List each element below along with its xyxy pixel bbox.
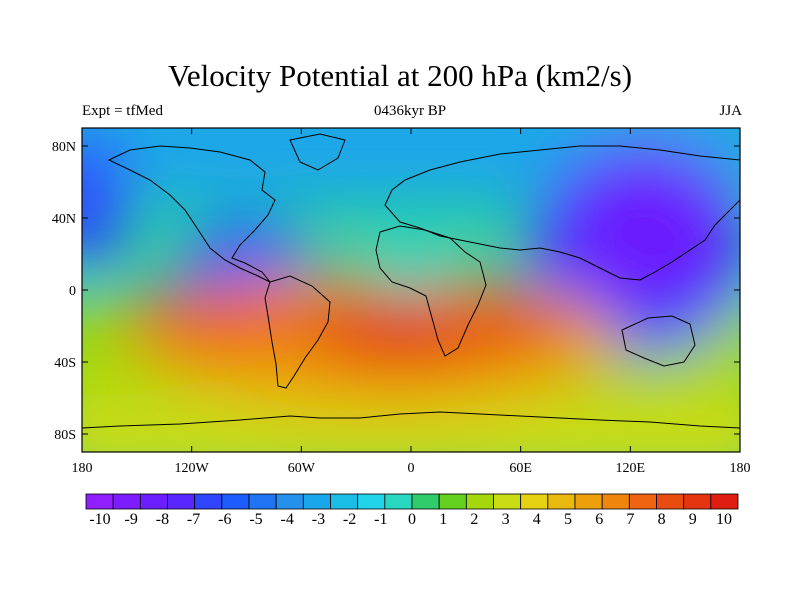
colorbar-label: -6 <box>218 511 231 528</box>
colorbar-swatch <box>656 493 685 510</box>
lat-tick-label: 80N <box>52 140 76 155</box>
colorbar-label: -2 <box>343 511 356 528</box>
colorbar-swatch <box>384 493 413 510</box>
lat-tick-label: 0 <box>69 284 76 299</box>
coastlines <box>82 133 740 429</box>
europe-asia-coast <box>384 145 740 281</box>
australia-coast <box>621 315 696 367</box>
colorbar-swatch <box>520 493 549 510</box>
longitude-axis: 180 120W 60W 0 60E 120E 180 <box>72 128 751 476</box>
lon-tick-label: 60W <box>288 461 316 476</box>
colorbar-swatch <box>357 493 386 510</box>
colorbar-swatch <box>710 493 739 510</box>
colorbar-swatch <box>547 493 576 510</box>
colorbar-label: -7 <box>187 511 200 528</box>
colorbar-label: -1 <box>374 511 387 528</box>
colorbar-label: 8 <box>658 511 666 528</box>
velocity-potential-field <box>82 128 740 452</box>
lon-tick-label: 0 <box>408 461 415 476</box>
colorbar-swatch <box>221 493 250 510</box>
colorbar-swatch <box>112 493 141 510</box>
colorbar-label: 6 <box>595 511 603 528</box>
north-america-coast <box>107 145 276 283</box>
lat-tick-label: 40S <box>54 356 76 371</box>
lon-tick-label: 120E <box>616 461 646 476</box>
greenland-coast <box>289 133 346 171</box>
colorbar-label: -9 <box>125 511 138 528</box>
colorbar-swatch <box>85 493 114 510</box>
colorbar-swatch <box>493 493 522 510</box>
antarctica-coast <box>82 411 740 429</box>
colorbar-swatch <box>628 493 657 510</box>
colorbar-swatch <box>574 493 603 510</box>
colorbar-swatch <box>248 493 277 510</box>
colorbar-swatch <box>330 493 359 510</box>
latitude-axis: 80N 40N 0 40S 80S <box>52 140 740 443</box>
colorbar-label: -8 <box>156 511 169 528</box>
colorbar-swatch <box>275 493 304 510</box>
colorbar-swatch <box>411 493 440 510</box>
colorbar-label: -5 <box>249 511 262 528</box>
colorbar-label: -10 <box>89 511 110 528</box>
colorbar-label: 9 <box>689 511 697 528</box>
colorbar-swatch <box>683 493 712 510</box>
colorbar-labels: -10 -9 -8 -7 -6 -5 -4 -3 -2 -1 0 1 2 3 4 5 6 7 8 9 10 <box>89 511 732 528</box>
lon-tick-label: 60E <box>509 461 532 476</box>
lat-tick-label: 40N <box>52 212 76 227</box>
colorbar-label: 0 <box>408 511 416 528</box>
experiment-label: Expt = tfMed <box>82 103 163 119</box>
colorbar-label: 1 <box>439 511 447 528</box>
lat-tick-label: 80S <box>54 428 76 443</box>
colorbar-swatch <box>167 493 196 510</box>
lon-tick-label: 180 <box>730 461 751 476</box>
colorbar-label: 5 <box>564 511 572 528</box>
time-label: 0436kyr BP <box>373 103 447 119</box>
colorbar-label: 4 <box>533 511 541 528</box>
africa-coast <box>375 225 487 357</box>
colorbar-label: 10 <box>716 511 732 528</box>
colorbar-label: 2 <box>470 511 478 528</box>
lon-tick-label: 180 <box>72 461 93 476</box>
colorbar-swatch <box>194 493 223 510</box>
south-america-coast <box>264 275 331 389</box>
colorbar-label: 3 <box>502 511 510 528</box>
colorbar-label: -4 <box>281 511 294 528</box>
colorbar-label: -3 <box>312 511 325 528</box>
colorbar-label: 7 <box>626 511 634 528</box>
season-label: JJA <box>719 103 742 119</box>
lon-tick-label: 120W <box>175 461 210 476</box>
colorbar-swatch <box>438 493 467 510</box>
colorbar-swatch <box>139 493 168 510</box>
plot-title: Velocity Potential at 200 hPa (km2/s) <box>167 58 633 93</box>
colorbar <box>85 493 739 510</box>
colorbar-swatch <box>465 493 494 510</box>
colorbar-swatch <box>302 493 331 510</box>
colorbar-swatch <box>601 493 630 510</box>
